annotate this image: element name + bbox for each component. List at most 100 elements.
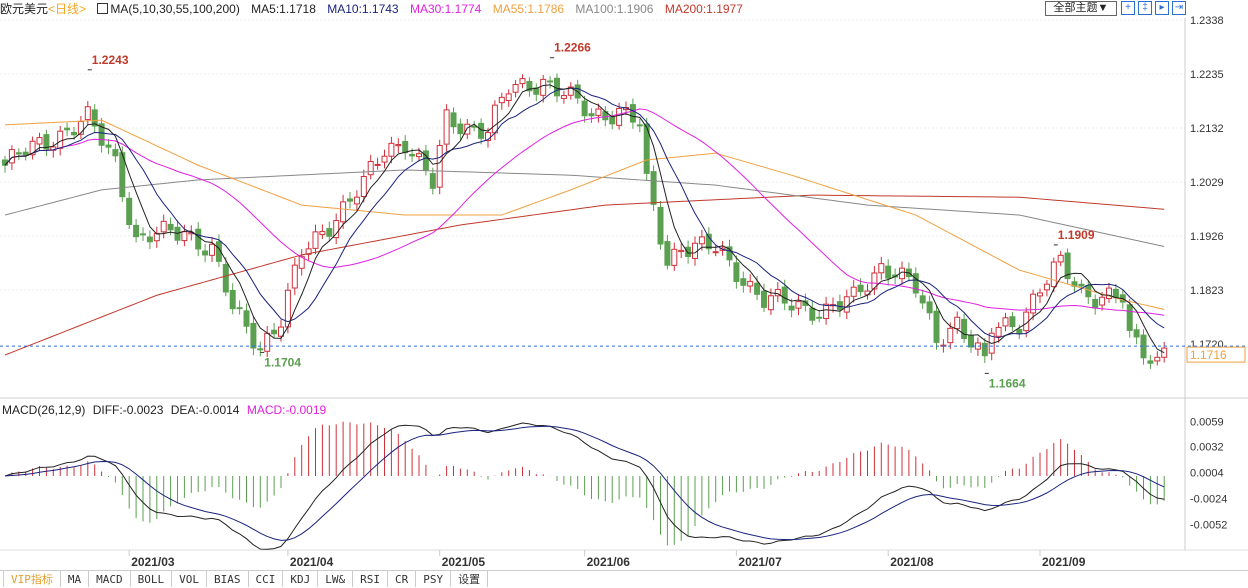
ma10-value: MA10:1.1743 (327, 2, 399, 16)
macd-histogram (11, 421, 1165, 546)
candle-down (1009, 316, 1016, 328)
ma200-value: MA200:1.1977 (664, 2, 743, 16)
candle-down (98, 123, 105, 146)
tab-bias[interactable]: BIAS (207, 571, 249, 587)
candle-up (954, 316, 961, 330)
candle-down (257, 348, 264, 351)
price-chart[interactable]: 1.2338 1.2235 1.2132 1.2029 1.1926 1.1823 1.17… (0, 0, 1248, 570)
current-price-box (1186, 346, 1246, 363)
step-icon[interactable]: ▸ (1155, 1, 1169, 15)
candle-up (678, 249, 685, 253)
macd-tick: -0.0052 (1190, 519, 1227, 531)
tab-vol[interactable]: VOL (172, 571, 207, 587)
candle-up (305, 248, 312, 255)
candle-down (968, 334, 974, 348)
candle-up (340, 201, 347, 223)
tab-cci[interactable]: CCI (249, 571, 284, 587)
date-label: 2021/03 (131, 555, 175, 569)
candle-down (229, 289, 236, 310)
candle-up (367, 161, 374, 176)
candle-down (726, 246, 733, 261)
candle-up (1106, 287, 1112, 300)
candle-up (374, 163, 381, 166)
tab-macd[interactable]: MACD (89, 571, 131, 587)
tab-vip[interactable]: VIP指标 (4, 571, 61, 587)
theme-dropdown[interactable]: 全部主题▼ (1045, 1, 1117, 16)
candle-down (609, 116, 616, 125)
candle-down (657, 206, 664, 245)
candles (2, 73, 1168, 369)
tab-rsi[interactable]: RSI (353, 571, 388, 587)
candle-down (91, 109, 98, 127)
candle-down (222, 263, 229, 293)
dea-line (4, 425, 1165, 541)
candle-down (347, 198, 353, 202)
date-label: 2021/09 (1042, 555, 1086, 569)
tab-boll[interactable]: BOLL (131, 571, 173, 587)
tab-lw&[interactable]: LW& (318, 571, 354, 587)
candle-down (326, 228, 333, 237)
candle-up (671, 248, 678, 266)
candle-up (36, 137, 43, 145)
zoom-fit-icon[interactable]: ‡ (1138, 1, 1152, 15)
candle-up (381, 155, 388, 163)
high-label: 1.2243 (92, 53, 129, 67)
candle-down (802, 300, 809, 306)
tab-kdj[interactable]: KDJ (283, 571, 319, 587)
candle-up (57, 130, 64, 149)
candle-down (650, 171, 657, 205)
candle-up (692, 242, 698, 259)
candle-down (457, 123, 464, 135)
goto-end-icon[interactable]: ⇥ (1172, 1, 1186, 15)
ma5-value: MA5:1.1718 (251, 2, 316, 16)
candle-up (388, 142, 395, 157)
candle-up (436, 144, 443, 188)
candle-up (795, 301, 802, 309)
candle-up (84, 106, 91, 121)
candle-up (1154, 356, 1161, 362)
candle-up (512, 83, 519, 93)
candle-up (774, 288, 781, 297)
candle-up (491, 104, 498, 134)
candle-down (1085, 284, 1092, 298)
candle-up (595, 108, 602, 116)
tab-cr[interactable]: CR (388, 571, 417, 587)
candle-down (761, 290, 767, 308)
candle-down (643, 123, 650, 174)
candle-down (1133, 329, 1140, 338)
candle-down (140, 233, 146, 236)
date-label: 2021/05 (442, 555, 486, 569)
date-label: 2021/06 (587, 555, 631, 569)
candle-down (685, 246, 692, 257)
tab-ma[interactable]: MA (61, 571, 90, 587)
candle-down (816, 316, 823, 319)
candle-up (160, 220, 167, 233)
ma55-line (4, 119, 1165, 310)
candle-down (236, 307, 243, 310)
candle-down (809, 307, 816, 321)
candle-up (1043, 283, 1050, 291)
macd-title: MACD(26,12,9) (2, 403, 86, 417)
macd-tick: -0.0024 (1190, 493, 1227, 505)
macd-tick: 0.0032 (1190, 441, 1224, 453)
chart-header: 欧元美元<日线> MA(5,10,30,55,100,200) MA5:1.17… (0, 0, 751, 18)
candle-up (395, 144, 402, 147)
candle-up (291, 264, 298, 289)
crosshair-icon[interactable]: + (1121, 1, 1135, 15)
candle-up (8, 149, 15, 164)
indicator-tabs: VIP指标 MA MACD BOLL VOL BIAS CCI KDJ LW& RSI CR PSY 设… (0, 570, 1248, 587)
candle-down (705, 233, 712, 250)
candle-down (885, 265, 892, 279)
tab-psy[interactable]: PSY (416, 571, 452, 587)
candle-down (1078, 283, 1085, 287)
candle-down (409, 154, 416, 157)
candle-down (1064, 252, 1071, 280)
period-selector[interactable]: <日线> (48, 2, 87, 16)
candle-down (1147, 360, 1154, 364)
high-label: 1.2266 (554, 41, 591, 55)
candle-up (871, 272, 878, 290)
candle-down (629, 104, 636, 123)
indicator-settings-icon[interactable] (97, 3, 109, 14)
tab-设置[interactable]: 设置 (451, 571, 489, 587)
candle-up (312, 231, 319, 249)
